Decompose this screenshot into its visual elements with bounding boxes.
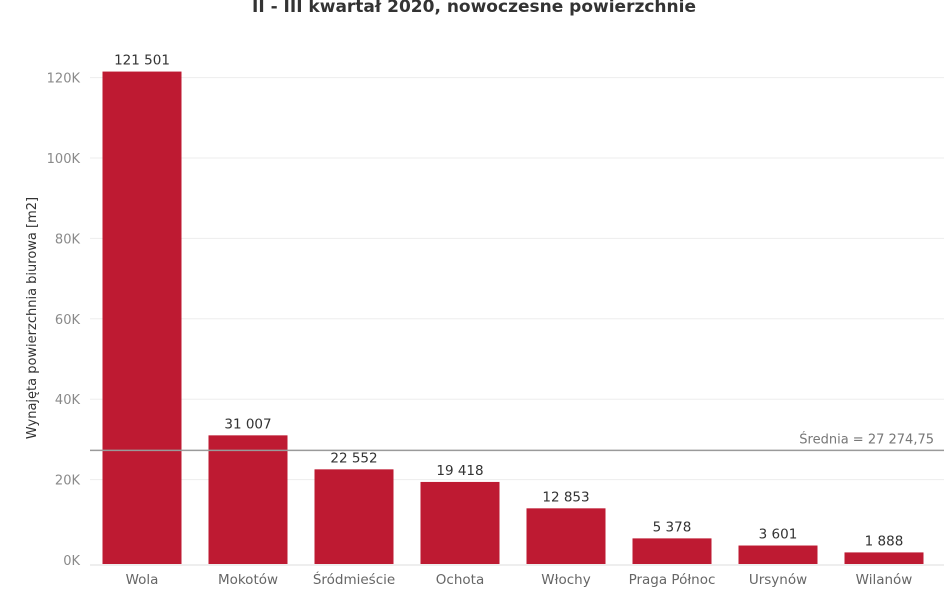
data-label: 3 601 <box>759 527 798 543</box>
y-tick-label: 40K <box>55 393 81 408</box>
x-axis: Wola Mokotów Śródmieście Ochota Włochy Praga … <box>90 564 944 588</box>
data-label: 22 552 <box>330 450 377 466</box>
y-tick-label: 120K <box>47 72 81 87</box>
y-axis-label: Wynajęta powierzchnia biurowa [m2] <box>25 197 40 439</box>
data-label: 1 888 <box>865 533 904 549</box>
y-tick-label: 20K <box>55 474 81 489</box>
y-tick-label: 60K <box>55 313 81 328</box>
y-axis: 0K 20K 40K 60K 80K 100K 120K <box>47 72 81 569</box>
y-tick-label: 100K <box>47 152 81 167</box>
bar <box>738 545 818 564</box>
bar <box>420 481 500 564</box>
data-label: 5 378 <box>653 519 692 535</box>
bars: 121 501 31 007 22 552 19 418 12 853 5 378 3 60… <box>102 53 924 564</box>
average-label: Średnia = 27 274,75 <box>799 431 934 447</box>
x-tick-label: Wilanów <box>856 572 913 588</box>
bar <box>844 552 924 564</box>
bar <box>208 435 288 564</box>
bar <box>632 538 712 564</box>
y-tick-label: 80K <box>55 232 81 247</box>
bar <box>102 71 182 564</box>
average-line-group: Średnia = 27 274,75 <box>90 431 944 452</box>
x-tick-label: Wola <box>126 572 159 588</box>
grid-lines <box>90 77 944 481</box>
x-tick-label: Ursynów <box>749 572 807 588</box>
chart-title: II - III kwartał 2020, nowoczesne powier… <box>252 0 696 17</box>
data-label: 121 501 <box>114 53 170 69</box>
x-tick-label: Śródmieście <box>313 570 395 588</box>
x-tick-label: Praga Północ <box>629 572 716 588</box>
x-tick-label: Ochota <box>436 572 484 588</box>
data-label: 19 418 <box>436 463 483 479</box>
bar <box>526 508 606 564</box>
data-label: 31 007 <box>224 416 271 432</box>
x-tick-label: Włochy <box>541 572 590 588</box>
bar <box>314 469 394 564</box>
data-label: 12 853 <box>542 489 589 505</box>
y-tick-label: 0K <box>63 554 80 569</box>
x-tick-label: Mokotów <box>218 572 278 588</box>
